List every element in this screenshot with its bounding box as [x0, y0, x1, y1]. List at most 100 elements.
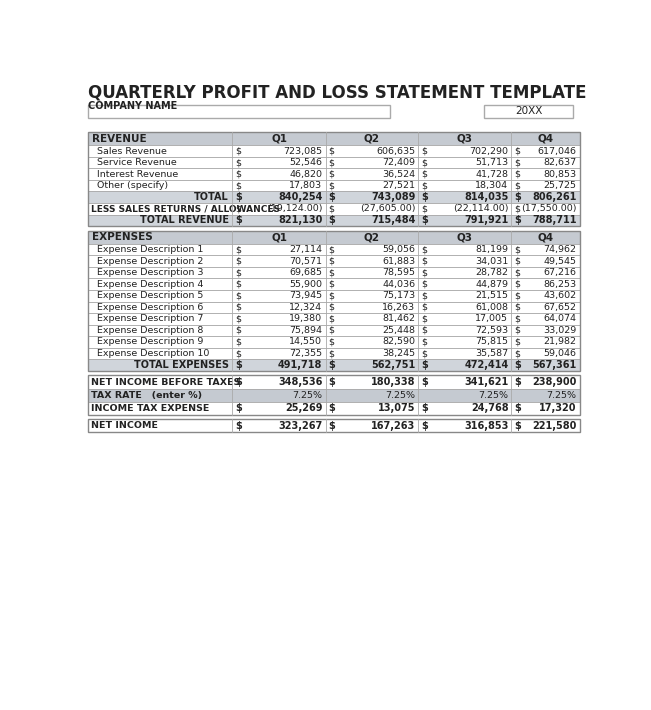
Text: 41,728: 41,728 — [475, 170, 508, 179]
Bar — [88, 376, 579, 415]
Text: 75,894: 75,894 — [290, 326, 322, 335]
Bar — [88, 376, 579, 388]
Text: Other (specify): Other (specify) — [97, 181, 168, 190]
Text: $: $ — [421, 349, 427, 358]
Text: NET INCOME: NET INCOME — [91, 422, 158, 430]
Text: $: $ — [421, 170, 427, 179]
Text: TOTAL EXPENSES: TOTAL EXPENSES — [133, 360, 229, 370]
Bar — [88, 157, 579, 168]
Text: 238,900: 238,900 — [533, 377, 577, 387]
Text: 72,409: 72,409 — [382, 158, 415, 167]
Text: $: $ — [235, 315, 241, 323]
Text: Expense Description 6: Expense Description 6 — [97, 303, 203, 312]
Text: $: $ — [421, 158, 427, 167]
Text: 27,114: 27,114 — [290, 245, 322, 254]
Text: $: $ — [328, 158, 334, 167]
Text: 82,637: 82,637 — [544, 158, 577, 167]
Text: $: $ — [514, 204, 520, 213]
Text: 715,484: 715,484 — [371, 215, 415, 225]
Text: $: $ — [235, 291, 241, 300]
Text: $: $ — [235, 192, 242, 202]
Text: $: $ — [514, 349, 520, 358]
Text: 221,580: 221,580 — [533, 421, 577, 431]
Text: Q2: Q2 — [364, 133, 380, 143]
Text: $: $ — [514, 245, 520, 254]
Bar — [88, 231, 579, 244]
Text: 491,718: 491,718 — [278, 360, 322, 370]
Text: COMPANY NAME: COMPANY NAME — [88, 101, 177, 111]
Bar — [88, 324, 579, 337]
Text: $: $ — [421, 337, 427, 346]
Text: (22,114.00): (22,114.00) — [453, 204, 508, 213]
Text: Q2: Q2 — [364, 232, 380, 242]
Text: (27,605.00): (27,605.00) — [360, 204, 415, 213]
Text: 72,593: 72,593 — [475, 326, 508, 335]
Bar — [88, 290, 579, 302]
Text: 17,005: 17,005 — [475, 315, 508, 323]
Text: $: $ — [421, 326, 427, 335]
Text: $: $ — [328, 192, 335, 202]
Text: 341,621: 341,621 — [464, 377, 508, 387]
Text: 821,130: 821,130 — [278, 215, 322, 225]
Text: 806,261: 806,261 — [533, 192, 577, 202]
Text: 35,587: 35,587 — [475, 349, 508, 358]
Text: 61,008: 61,008 — [475, 303, 508, 312]
Bar — [88, 337, 579, 348]
Text: $: $ — [514, 326, 520, 335]
Text: $: $ — [421, 360, 428, 370]
Text: 52,546: 52,546 — [290, 158, 322, 167]
Text: 7.25%: 7.25% — [385, 391, 415, 400]
Text: Expense Description 3: Expense Description 3 — [97, 268, 203, 277]
Text: $: $ — [235, 146, 241, 155]
Text: 81,199: 81,199 — [475, 245, 508, 254]
Text: $: $ — [514, 170, 520, 179]
Text: 791,921: 791,921 — [464, 215, 508, 225]
Text: 723,085: 723,085 — [283, 146, 322, 155]
Text: $: $ — [328, 268, 334, 277]
Text: $: $ — [514, 280, 520, 289]
Text: $: $ — [235, 303, 241, 312]
Text: 59,056: 59,056 — [382, 245, 415, 254]
Text: 348,536: 348,536 — [278, 377, 322, 387]
Bar — [88, 132, 579, 146]
Text: Q4: Q4 — [538, 232, 553, 242]
Text: Interest Revenue: Interest Revenue — [97, 170, 178, 179]
Text: Q1: Q1 — [271, 232, 287, 242]
Text: 323,267: 323,267 — [278, 421, 322, 431]
Text: $: $ — [421, 291, 427, 300]
Text: Expense Description 8: Expense Description 8 — [97, 326, 203, 335]
Text: REVENUE: REVENUE — [92, 133, 147, 143]
Text: 14,550: 14,550 — [290, 337, 322, 346]
Text: $: $ — [514, 158, 520, 167]
Text: Expense Description 10: Expense Description 10 — [97, 349, 209, 358]
Text: 180,338: 180,338 — [371, 377, 415, 387]
Text: 7.25%: 7.25% — [478, 391, 508, 400]
Bar — [88, 388, 579, 402]
Text: $: $ — [235, 268, 241, 277]
Text: $: $ — [514, 215, 521, 225]
Bar — [88, 278, 579, 290]
Bar — [88, 180, 579, 192]
Bar — [88, 256, 579, 267]
Text: 7.25%: 7.25% — [547, 391, 577, 400]
Text: 78,595: 78,595 — [382, 268, 415, 277]
Text: Expense Description 4: Expense Description 4 — [97, 280, 203, 289]
Text: Q1: Q1 — [271, 133, 287, 143]
Text: 316,853: 316,853 — [464, 421, 508, 431]
Text: $: $ — [235, 349, 241, 358]
Text: Expense Description 5: Expense Description 5 — [97, 291, 203, 300]
Bar — [88, 420, 579, 432]
Text: $: $ — [514, 303, 520, 312]
Text: $: $ — [514, 192, 521, 202]
Text: 86,253: 86,253 — [544, 280, 577, 289]
Text: $: $ — [514, 315, 520, 323]
Text: $: $ — [235, 181, 241, 190]
Text: Service Revenue: Service Revenue — [97, 158, 176, 167]
Text: 69,685: 69,685 — [290, 268, 322, 277]
Text: QUARTERLY PROFIT AND LOSS STATEMENT TEMPLATE: QUARTERLY PROFIT AND LOSS STATEMENT TEMP… — [88, 84, 586, 102]
Text: 49,545: 49,545 — [544, 256, 577, 266]
Bar — [484, 105, 574, 118]
Text: $: $ — [328, 421, 335, 431]
Text: 72,355: 72,355 — [289, 349, 322, 358]
Text: $: $ — [421, 403, 428, 413]
